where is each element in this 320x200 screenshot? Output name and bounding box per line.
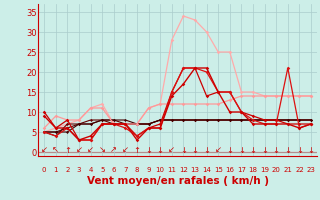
Text: ↙: ↙ xyxy=(122,146,129,155)
Text: ↓: ↓ xyxy=(261,146,268,155)
Text: ↙: ↙ xyxy=(76,146,83,155)
Text: ↓: ↓ xyxy=(250,146,257,155)
Text: ↖: ↖ xyxy=(52,146,59,155)
Text: ↗: ↗ xyxy=(110,146,117,155)
X-axis label: Vent moyen/en rafales ( km/h ): Vent moyen/en rafales ( km/h ) xyxy=(87,176,268,186)
Text: ↘: ↘ xyxy=(99,146,106,155)
Text: ↙: ↙ xyxy=(168,146,175,155)
Text: ↓: ↓ xyxy=(226,146,233,155)
Text: ↓: ↓ xyxy=(180,146,187,155)
Text: ↓: ↓ xyxy=(308,146,315,155)
Text: ↓: ↓ xyxy=(296,146,303,155)
Text: ↓: ↓ xyxy=(157,146,164,155)
Text: ↙: ↙ xyxy=(41,146,48,155)
Text: ↓: ↓ xyxy=(273,146,280,155)
Text: ↓: ↓ xyxy=(284,146,291,155)
Text: ↙: ↙ xyxy=(215,146,222,155)
Text: ↓: ↓ xyxy=(203,146,210,155)
Text: ↑: ↑ xyxy=(64,146,71,155)
Text: ↓: ↓ xyxy=(191,146,198,155)
Text: ↓: ↓ xyxy=(238,146,245,155)
Text: ↙: ↙ xyxy=(87,146,94,155)
Text: ↑: ↑ xyxy=(133,146,140,155)
Text: ↓: ↓ xyxy=(145,146,152,155)
